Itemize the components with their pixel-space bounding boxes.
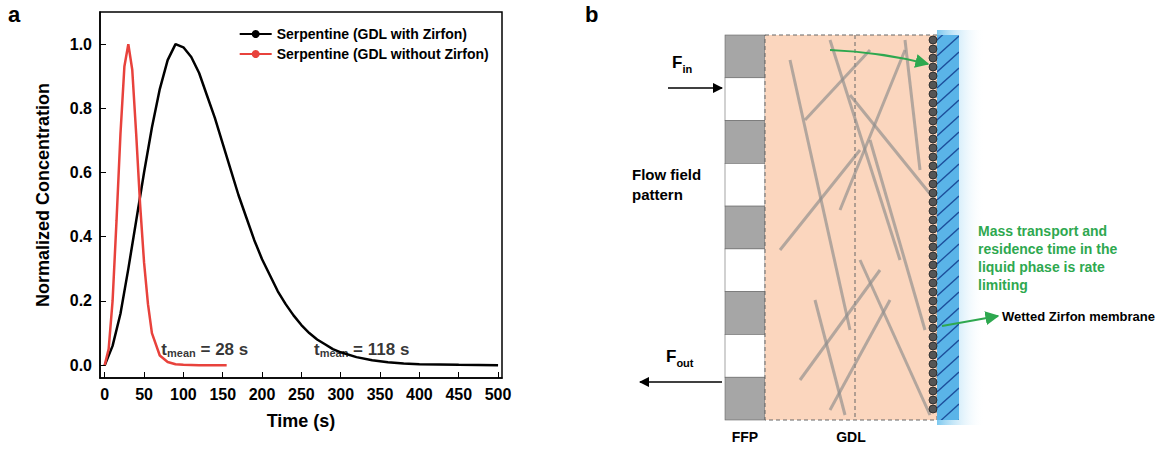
svg-text:Fin: Fin: [672, 53, 692, 75]
svg-text:150: 150: [209, 386, 236, 403]
svg-text:Mass transport and: Mass transport and: [978, 223, 1107, 239]
svg-text:1.0: 1.0: [70, 36, 92, 53]
svg-text:GDL: GDL: [836, 429, 866, 445]
svg-text:pattern: pattern: [632, 186, 683, 203]
svg-text:Time (s): Time (s): [267, 411, 336, 431]
svg-text:0.0: 0.0: [70, 357, 92, 374]
svg-text:0.4: 0.4: [70, 228, 92, 245]
svg-text:0.8: 0.8: [70, 100, 92, 117]
svg-text:300: 300: [327, 386, 354, 403]
svg-text:200: 200: [249, 386, 276, 403]
svg-text:FFP: FFP: [732, 429, 758, 445]
svg-text:Serpentine (GDL without Zirfon: Serpentine (GDL without Zirfon): [277, 46, 489, 62]
svg-text:liquid phase is rate: liquid phase is rate: [978, 259, 1105, 275]
svg-text:a: a: [8, 2, 21, 27]
svg-text:Normalized Concentration: Normalized Concentration: [33, 83, 53, 307]
html-text:tmean: tmean: [314, 339, 349, 360]
svg-text:= 28 s: = 28 s: [196, 340, 248, 359]
svg-text:100: 100: [170, 386, 197, 403]
svg-text:350: 350: [367, 386, 394, 403]
svg-text:residence time in the: residence time in the: [978, 241, 1117, 257]
svg-text:0: 0: [100, 386, 109, 403]
svg-text:500: 500: [485, 386, 512, 403]
svg-text:Fout: Fout: [666, 347, 694, 369]
svg-text:0.6: 0.6: [70, 164, 92, 181]
svg-text:Wetted Zirfon membrane: Wetted Zirfon membrane: [1002, 309, 1155, 324]
svg-text:= 118 s: = 118 s: [348, 340, 409, 359]
svg-text:450: 450: [445, 386, 472, 403]
svg-text:Serpentine (GDL with Zirfon): Serpentine (GDL with Zirfon): [277, 26, 467, 42]
svg-text:Flow field: Flow field: [632, 166, 701, 183]
svg-text:400: 400: [406, 386, 433, 403]
svg-text:50: 50: [135, 386, 153, 403]
svg-text:mean: mean: [167, 347, 196, 359]
svg-text:b: b: [585, 2, 598, 27]
svg-text:t: t: [161, 339, 167, 359]
svg-text:250: 250: [288, 386, 315, 403]
svg-text:0.2: 0.2: [70, 292, 92, 309]
svg-text:limiting: limiting: [978, 277, 1028, 293]
